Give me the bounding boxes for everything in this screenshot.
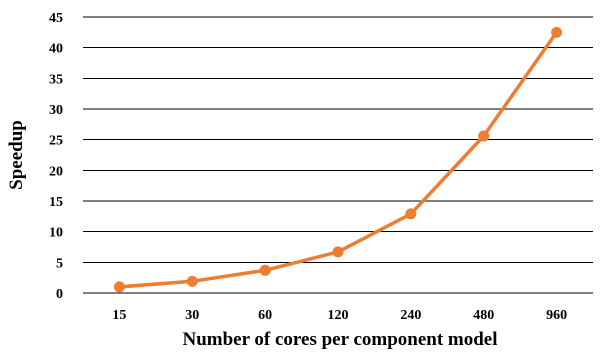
- x-tick-label: 15: [112, 308, 126, 323]
- data-point-480: [478, 130, 490, 142]
- x-axis-tick-labels: 15 30 60 120 240 480 960: [112, 308, 567, 323]
- data-point-120: [332, 246, 344, 258]
- data-point-240: [405, 208, 417, 220]
- y-tick-label: 45: [49, 11, 63, 26]
- x-tick-label: 120: [328, 308, 349, 323]
- y-axis-tick-labels: 0 5 10 15 20 25 30 35 40 45: [49, 11, 63, 302]
- x-tick-label: 240: [400, 308, 421, 323]
- x-axis-title: Number of cores per component model: [182, 329, 497, 350]
- y-tick-label: 35: [49, 72, 63, 87]
- x-tick-label: 30: [185, 308, 199, 323]
- y-tick-label: 5: [56, 256, 63, 271]
- y-tick-label: 40: [49, 42, 63, 57]
- x-tick-label: 480: [473, 308, 494, 323]
- y-tick-label: 15: [49, 195, 63, 210]
- x-tick-label: 960: [546, 308, 567, 323]
- y-tick-label: 20: [49, 164, 63, 179]
- y-tick-label: 0: [56, 287, 63, 302]
- y-tick-label: 10: [49, 226, 63, 241]
- gridlines: [83, 16, 593, 294]
- data-point-30: [186, 275, 198, 287]
- y-axis-title: Speedup: [6, 120, 27, 190]
- data-point-960: [551, 26, 563, 38]
- data-point-15: [113, 281, 125, 293]
- y-tick-label: 30: [49, 103, 63, 118]
- x-tick-label: 60: [258, 308, 272, 323]
- data-point-60: [259, 264, 271, 276]
- series-layer: [113, 26, 563, 293]
- y-tick-label: 25: [49, 134, 63, 149]
